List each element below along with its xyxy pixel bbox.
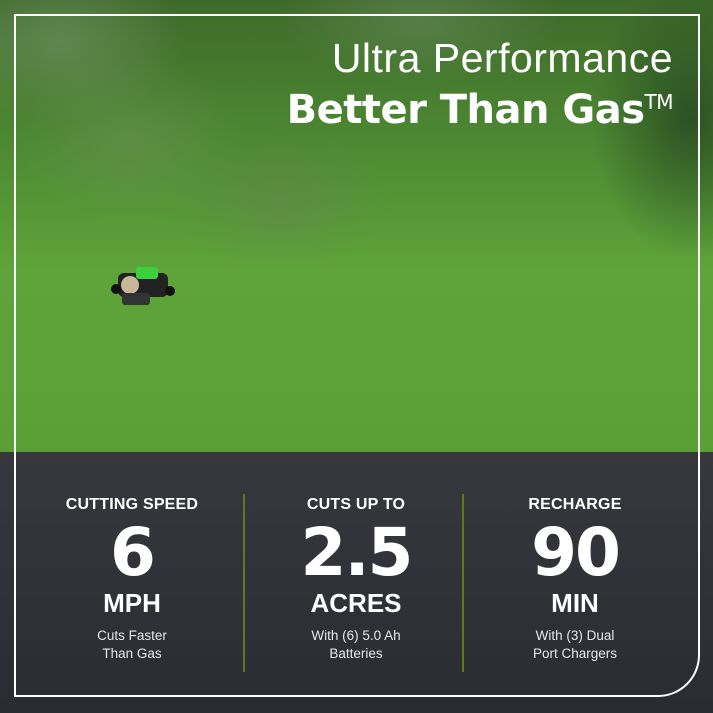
stat-value: 90 xyxy=(531,514,621,591)
stat-note: With (6) 5.0 Ah Batteries xyxy=(246,627,466,663)
stat-unit: ACRES xyxy=(310,588,402,618)
trademark: TM xyxy=(644,90,674,114)
stat-note-line2: Than Gas xyxy=(102,646,162,661)
stat-value: 6 xyxy=(110,514,156,591)
stat-cutting-speed: CUTTING SPEED 6 MPH Cuts Faster Than Gas xyxy=(22,496,242,663)
lawn-aerial-photo xyxy=(0,0,713,452)
headline-line2-text: Better Than Gas xyxy=(286,87,645,133)
stat-cuts-up-to: CUTS UP TO 2.5 ACRES With (6) 5.0 Ah Batt… xyxy=(246,496,466,663)
stat-note-line1: With (3) Dual xyxy=(535,628,615,643)
divider xyxy=(243,494,245,672)
stat-note-line2: Batteries xyxy=(329,646,383,661)
stat-unit: MIN xyxy=(551,588,599,618)
headline-line2: Better Than GasTM xyxy=(286,80,674,133)
stat-value: 2.5 xyxy=(300,514,414,591)
stat-note-line2: Port Chargers xyxy=(532,646,618,661)
stat-note: Cuts Faster Than Gas xyxy=(22,627,242,663)
stat-label: CUTS UP TO xyxy=(306,496,406,513)
stats-panel xyxy=(0,452,713,713)
stat-label: CUTTING SPEED xyxy=(65,496,199,513)
stat-label: RECHARGE xyxy=(528,496,622,513)
stat-unit: MPH xyxy=(103,588,161,618)
stat-note-line1: With (6) 5.0 Ah xyxy=(311,628,401,643)
headline: Ultra Performance Better Than GasTM xyxy=(286,35,674,133)
headline-line1: Ultra Performance xyxy=(331,35,673,81)
stat-recharge: RECHARGE 90 MIN With (3) Dual Port Charge… xyxy=(465,496,685,663)
stat-note-line1: Cuts Faster xyxy=(97,628,167,643)
divider xyxy=(462,494,464,672)
stat-note: With (3) Dual Port Chargers xyxy=(465,627,685,663)
riding-mower-image xyxy=(111,267,175,305)
